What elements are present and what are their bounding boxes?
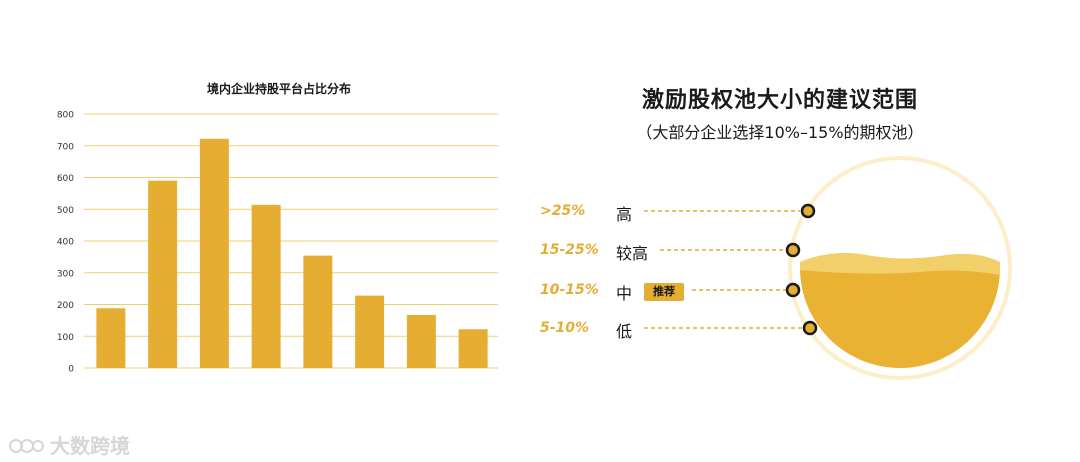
level-range-higher: 15-25% [540,242,599,258]
bar [355,295,385,368]
y-tick-label: 600 [57,174,74,184]
y-axis-ticks: 0 100 200 300 400 500 600 700 800 [57,111,74,375]
level-label-low: 低 [616,322,633,341]
bowl-fill [800,253,1000,368]
bar [458,329,488,368]
level-range-low: 5-10% [540,320,590,336]
y-tick-label: 100 [57,333,74,343]
bar [251,204,281,368]
bar-chart: 境内企业持股平台占比分布 0 100 200 300 400 500 600 700 800 [57,81,498,375]
marker-dot [800,203,816,219]
y-tick-label: 400 [57,238,74,248]
y-tick-label: 0 [68,365,74,375]
level-label-medium: 中 [616,284,633,303]
recommended-badge: 推荐 [644,283,684,301]
watermark-text: 大数跨境 [50,434,130,458]
level-range-high: >25% [540,203,586,219]
level-range-medium: 10-15% [540,282,599,298]
y-tick-label: 700 [57,142,74,152]
bar [303,255,333,368]
bar [199,138,229,368]
bowl-surface [800,253,1000,275]
bowl-outer-ring [788,156,1012,380]
marker-dot [802,320,818,336]
marker-dot [785,242,801,258]
watermark: 大数跨境 [8,430,130,459]
panel-subtitle: （大部分企业选择10%–15%的期权池） [636,123,924,142]
watermark-logo-icon [9,438,44,453]
chart-gridlines [84,113,498,369]
y-tick-label: 500 [57,206,74,216]
bar [148,180,178,368]
y-tick-label: 300 [57,269,74,279]
level-label-high: 高 [616,205,633,224]
chart-title: 境内企业持股平台占比分布 [207,81,351,96]
bar-series [96,138,488,368]
y-tick-label: 200 [57,301,74,311]
panel-title: 激励股权池大小的建议范围 [641,88,918,113]
y-tick-label: 800 [57,111,74,121]
bar [96,308,126,368]
marker-dot [785,282,801,298]
bar [406,314,436,368]
level-label-higher: 较高 [616,244,649,263]
